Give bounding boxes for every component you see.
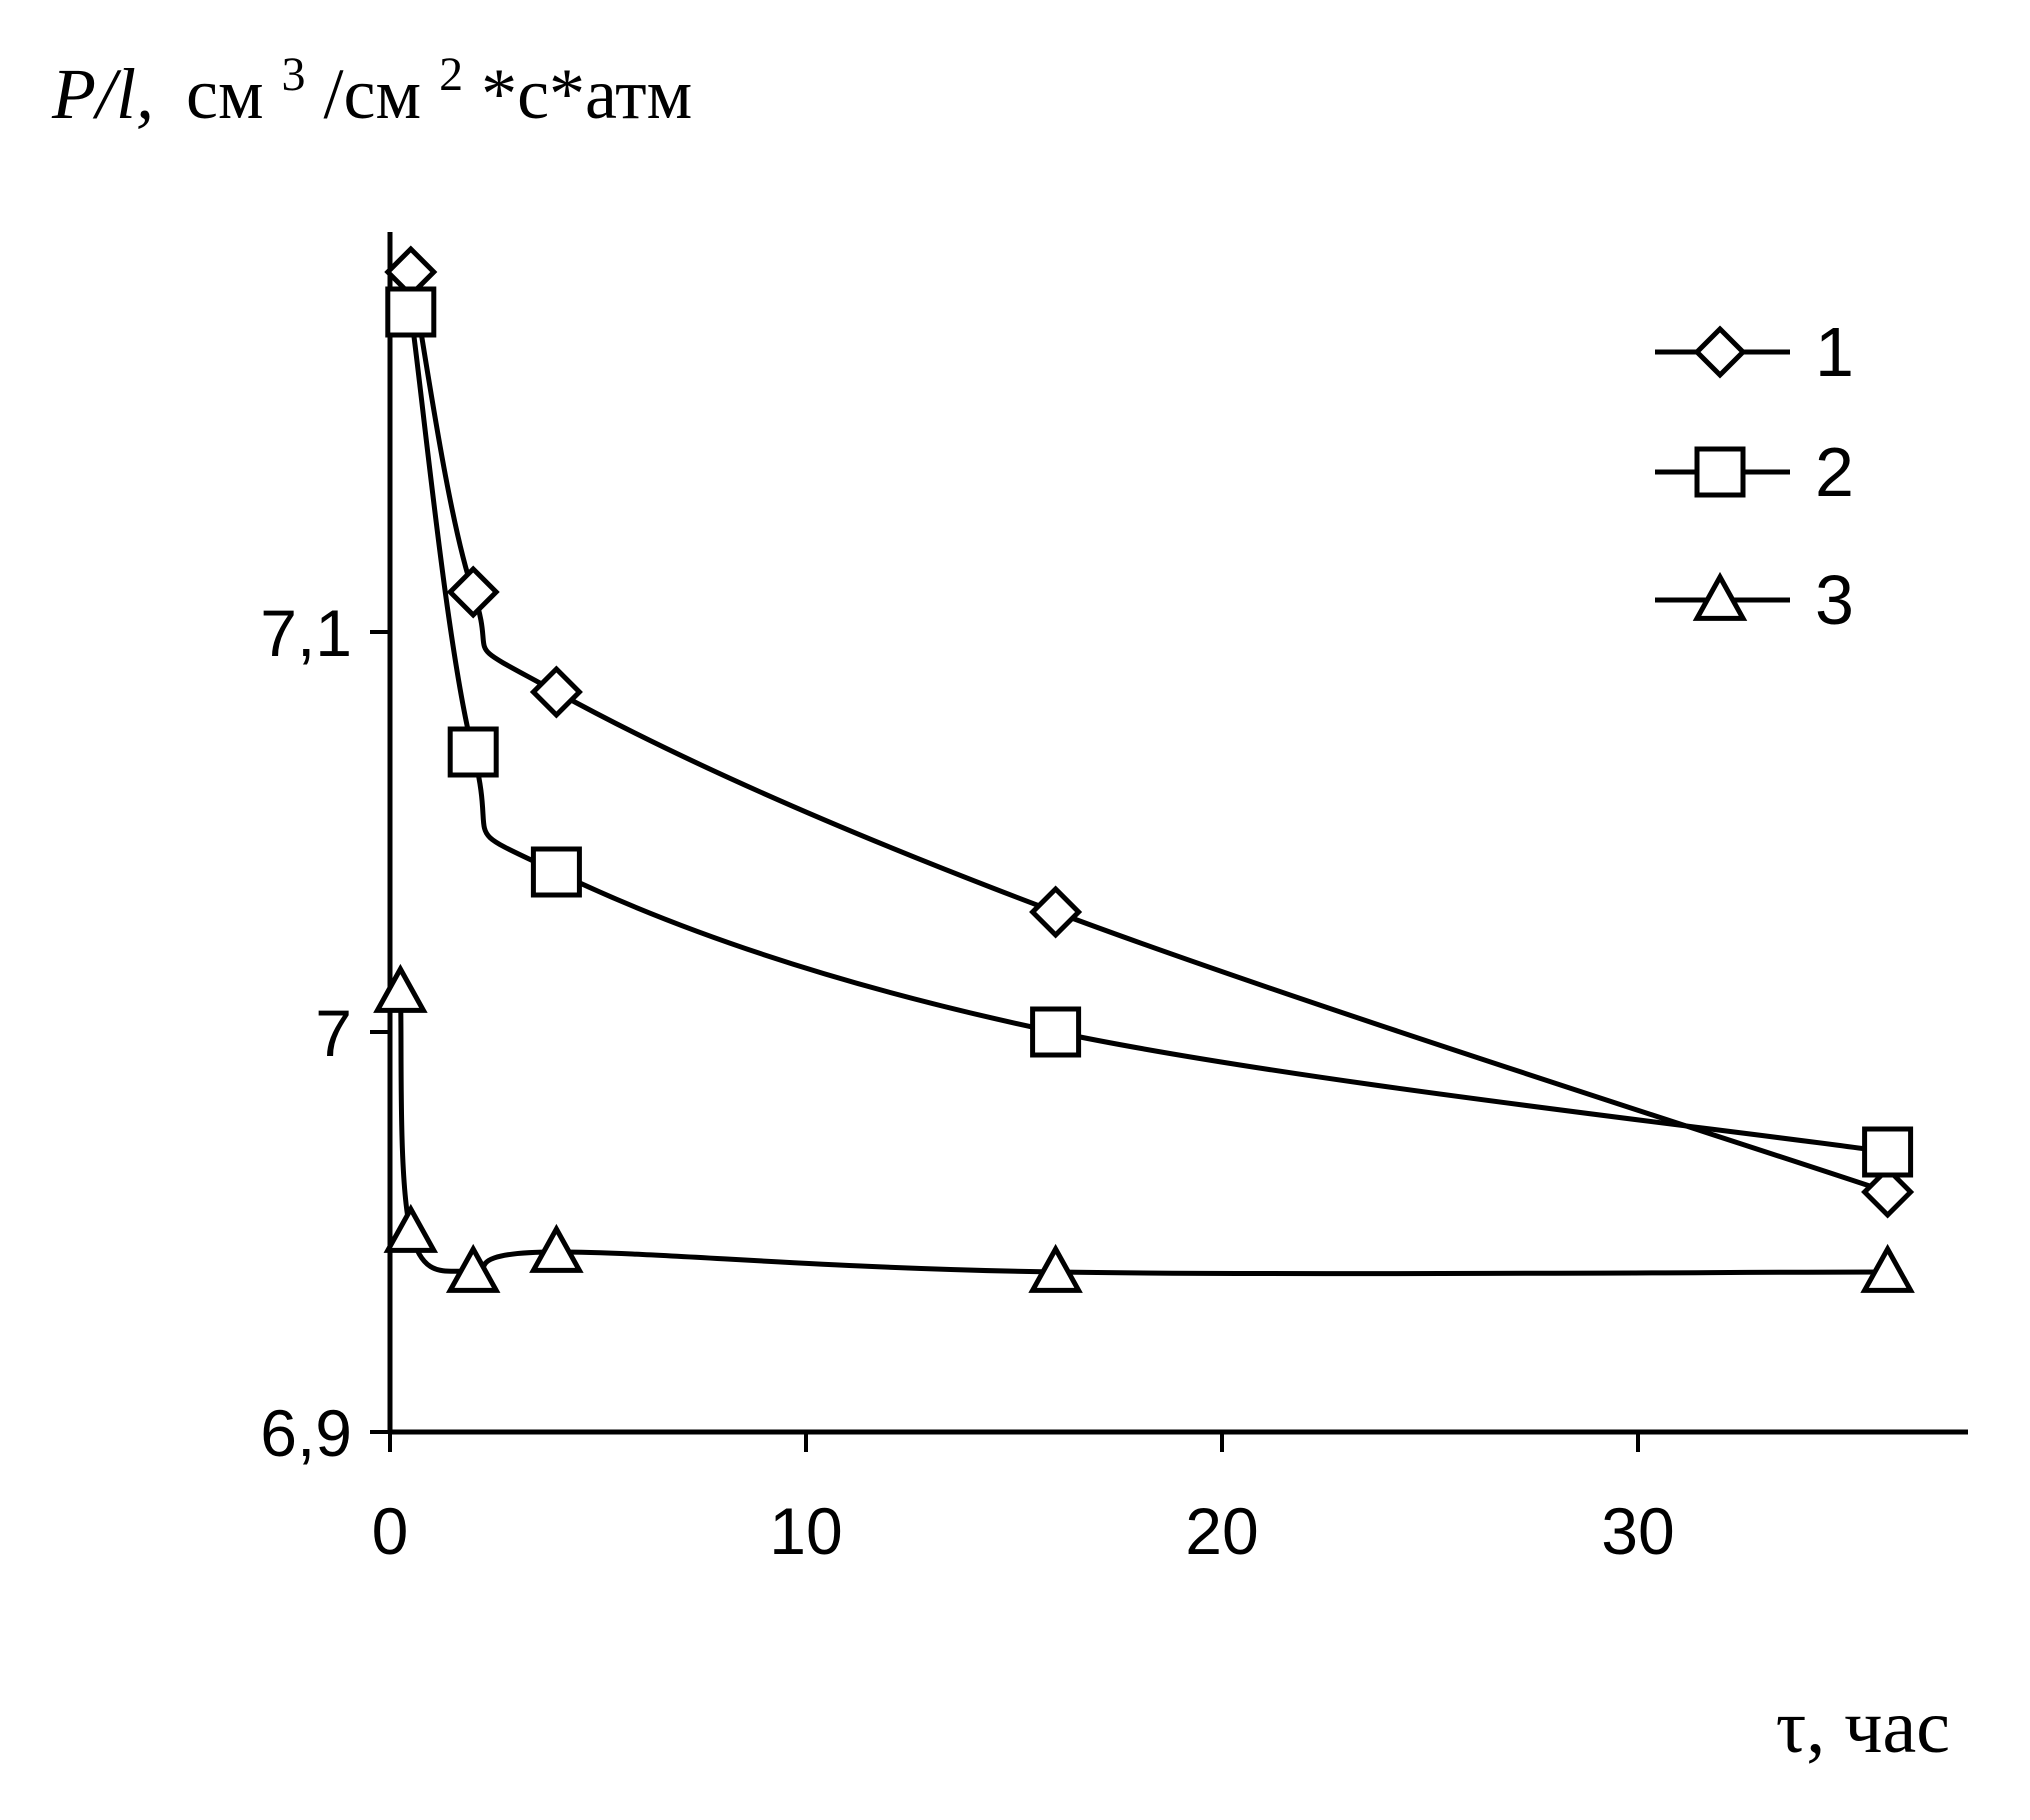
- series-markers: [373, 245, 1915, 1293]
- series-2-point: [1030, 1006, 1082, 1058]
- legend-label: 1: [1815, 313, 1854, 391]
- series-2-point: [1862, 1126, 1914, 1178]
- legend-marker: [1694, 446, 1746, 498]
- series-2-point: [447, 726, 499, 778]
- legend-label: 2: [1815, 433, 1854, 511]
- y-axis-title: P/l, см 3 /см 2 *с*атм: [51, 26, 692, 134]
- x-tick-label: 0: [372, 1494, 409, 1568]
- series-1-point: [529, 665, 583, 719]
- series-3-point: [383, 1203, 439, 1253]
- y-axis-title-unit-a: см: [186, 54, 264, 134]
- axes: 0 10 20 30 6,9 7 7,1: [260, 232, 1968, 1568]
- series-1-point: [446, 565, 500, 619]
- series-2-point: [530, 846, 582, 898]
- y-axis-title-unit-c: *с*атм: [481, 54, 692, 134]
- x-axis-title: τ, час: [1776, 1685, 1950, 1769]
- series-1-line: [408, 271, 1889, 1195]
- x-tick-label: 10: [769, 1494, 842, 1568]
- y-axis-title-sup-a: 3: [282, 48, 306, 101]
- legend: 1 2 3: [1655, 313, 1854, 639]
- legend-marker: [1692, 571, 1748, 621]
- series-3-point: [445, 1243, 501, 1293]
- y-axis-title-unit-b: /см: [324, 54, 422, 134]
- svg-text:P/l, см 3 /с: P/l, см 3 /см 2 *с*атм: [51, 26, 692, 134]
- series-2-line: [408, 311, 1888, 1155]
- series-3-point: [529, 1223, 584, 1273]
- series-3-line: [397, 991, 1888, 1277]
- legend-label: 3: [1815, 561, 1854, 639]
- series-lines: [397, 271, 1889, 1277]
- x-tick-label: 30: [1601, 1494, 1674, 1568]
- series-3-point: [1860, 1243, 1915, 1293]
- y-axis-title-symbol: P/l,: [51, 54, 154, 134]
- series-1-point: [1029, 885, 1083, 939]
- y-axis-title-sup-b: 2: [439, 48, 463, 101]
- y-tick-label: 6,9: [260, 1396, 352, 1470]
- y-tick-label: 7,1: [260, 596, 352, 670]
- series-3-point: [1028, 1243, 1083, 1293]
- series-1-point: [1861, 1165, 1915, 1219]
- x-tick-label: 20: [1185, 1494, 1258, 1568]
- y-tick-label: 7: [315, 996, 352, 1070]
- legend-marker: [1693, 325, 1747, 379]
- series-2-point: [385, 286, 437, 338]
- series-3-point: [373, 963, 428, 1013]
